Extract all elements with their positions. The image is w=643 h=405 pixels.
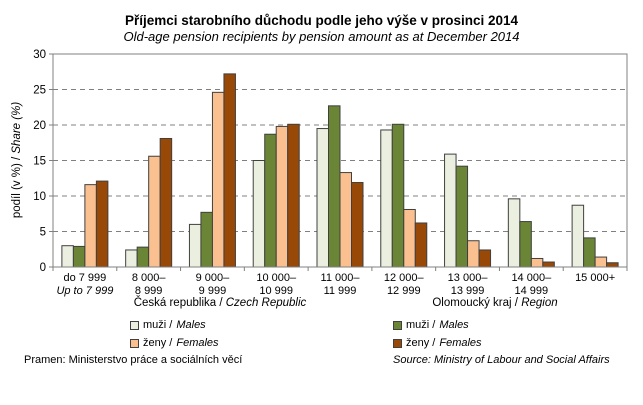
bar bbox=[403, 208, 416, 268]
x-tick-label-line2: 14 999 bbox=[515, 285, 549, 297]
bar bbox=[159, 137, 173, 268]
x-tick-label: 14 000– bbox=[511, 272, 552, 284]
bar bbox=[455, 165, 469, 268]
legend-cz-females: ženy / Females bbox=[130, 337, 219, 349]
bar bbox=[467, 240, 480, 268]
bar bbox=[530, 257, 544, 268]
bar bbox=[223, 73, 236, 268]
bar bbox=[316, 128, 329, 268]
x-tick-label-line2: Up to 7 999 bbox=[56, 285, 113, 297]
bar bbox=[125, 249, 138, 268]
x-tick-label-line2: 10 999 bbox=[259, 285, 293, 297]
bar bbox=[339, 172, 352, 268]
bar bbox=[351, 182, 364, 268]
x-tick-label: 13 000– bbox=[448, 272, 489, 284]
x-tick-label: 10 000– bbox=[256, 272, 297, 284]
legend-swatch bbox=[393, 320, 402, 330]
x-tick-label-line2: 13 999 bbox=[451, 285, 485, 297]
bar bbox=[72, 245, 86, 268]
y-tick-label: 20 bbox=[33, 120, 46, 132]
bar bbox=[252, 160, 266, 268]
y-tick-label: 15 bbox=[33, 156, 46, 168]
y-tick-label: 5 bbox=[40, 227, 46, 239]
legend-swatch bbox=[130, 320, 139, 330]
bar bbox=[606, 262, 619, 268]
legend-swatch bbox=[130, 338, 139, 348]
source-en: Source: Ministry of Labour and Social Af… bbox=[393, 354, 610, 366]
chart-title: Příjemci starobního důchodu podle jeho v… bbox=[124, 13, 519, 28]
bar bbox=[583, 237, 596, 268]
bar bbox=[328, 105, 341, 268]
y-tick-label: 10 bbox=[33, 191, 46, 203]
x-tick-label: 15 000+ bbox=[575, 272, 615, 284]
y-tick-label: 30 bbox=[33, 49, 46, 61]
bar bbox=[275, 125, 289, 268]
legend-swatch bbox=[393, 338, 402, 348]
x-tick-label: 12 000– bbox=[384, 272, 425, 284]
legend-cz-males: muži / Males bbox=[130, 319, 206, 331]
bar bbox=[507, 198, 521, 268]
bar bbox=[571, 204, 585, 268]
legend-region-females: ženy / Females bbox=[393, 337, 482, 349]
bar bbox=[188, 223, 202, 268]
bar bbox=[211, 91, 225, 268]
x-tick-label-line2: 8 999 bbox=[135, 285, 163, 297]
x-tick-label: 9 000– bbox=[196, 272, 231, 284]
bar bbox=[444, 153, 457, 268]
bar bbox=[200, 211, 213, 268]
bar bbox=[136, 246, 150, 268]
bar bbox=[391, 123, 405, 268]
bar bbox=[148, 155, 161, 268]
bar bbox=[287, 123, 300, 268]
legend-region-males: muži / Males bbox=[393, 319, 469, 331]
plot-frame bbox=[52, 53, 628, 268]
y-axis-label: podíl (v %) / Share (%) bbox=[11, 102, 23, 218]
bar bbox=[61, 245, 74, 268]
y-tick-label: 25 bbox=[33, 85, 46, 97]
source-cz: Pramen: Ministerstvo práce a sociálních … bbox=[24, 354, 243, 366]
bar bbox=[264, 133, 277, 268]
bar bbox=[594, 256, 608, 268]
bar bbox=[380, 129, 393, 268]
chart-subtitle: Old-age pension recipients by pension am… bbox=[123, 29, 520, 44]
group-label-czech-republic: Česká republika / Czech Republic bbox=[133, 297, 307, 309]
bar bbox=[414, 222, 428, 268]
bar bbox=[519, 221, 532, 268]
x-tick-label-line2: 9 999 bbox=[199, 285, 227, 297]
bar bbox=[542, 261, 555, 268]
x-tick-label: 11 000– bbox=[321, 272, 361, 284]
bar bbox=[95, 180, 109, 268]
group-label-region: Olomoucký kraj / Region bbox=[432, 297, 558, 309]
bar bbox=[84, 184, 97, 268]
bar bbox=[478, 249, 492, 268]
x-tick-label: 8 000– bbox=[132, 272, 167, 284]
x-tick-label-line2: 12 999 bbox=[387, 285, 421, 297]
x-tick-label: do 7 999 bbox=[63, 272, 106, 284]
y-tick-label: 0 bbox=[40, 262, 46, 274]
x-tick-label-line2: 11 999 bbox=[324, 285, 357, 297]
